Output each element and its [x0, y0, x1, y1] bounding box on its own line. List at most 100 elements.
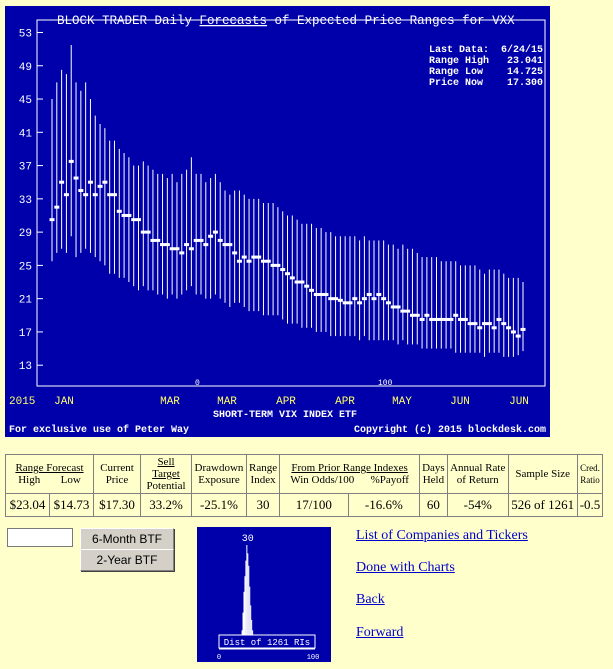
price-point [160, 243, 166, 247]
two-year-btf-button[interactable]: 2-Year BTF [80, 549, 174, 571]
price-point [63, 193, 69, 197]
y-tick-label: 13 [19, 361, 32, 373]
price-point [381, 297, 387, 301]
distribution-bar [246, 545, 248, 649]
price-point [140, 230, 146, 234]
stats-table: Range Forecast High Low Current Price Sel… [5, 454, 604, 517]
range-index-marker-100: 100 [378, 379, 393, 388]
x-tick-label: MAR [160, 396, 180, 408]
price-point [256, 255, 262, 259]
price-point [169, 247, 175, 251]
distribution-caption-box [218, 634, 316, 649]
price-point [390, 305, 396, 309]
companies-link[interactable]: List of Companies and Tickers [356, 528, 528, 543]
price-point [164, 243, 170, 247]
stats-values-row: $23.04 $14.73 $17.30 33.2% -25.1% 30 17/… [5, 493, 604, 517]
price-point [116, 209, 122, 213]
info-value-1: 23.041 [507, 56, 543, 67]
x-axis-label: SHORT-TERM VIX INDEX ETF [213, 410, 357, 421]
price-point [357, 301, 363, 305]
price-point [184, 243, 190, 247]
distribution-bar [243, 591, 245, 649]
price-point [285, 272, 290, 276]
payoff-label: %Payoff [370, 474, 409, 486]
price-point [328, 297, 334, 301]
six-month-btf-button[interactable]: 6-Month BTF [80, 528, 174, 550]
chart-title-link: Forecasts [200, 14, 268, 28]
back-link[interactable]: Back [356, 592, 385, 607]
distribution-marker: 30 [242, 534, 254, 545]
price-point [376, 293, 382, 296]
y-tick-label: 33 [19, 195, 32, 207]
price-point [405, 309, 411, 313]
price-point [462, 317, 468, 321]
high-value: $23.04 [5, 493, 50, 517]
distribution-axis-max: 100 [307, 654, 320, 662]
price-point [438, 317, 444, 321]
cred-ratio-header: Cred. Ratio [576, 454, 604, 494]
price-point [260, 259, 266, 263]
info-label-3: Price Now [429, 77, 483, 89]
price-point [222, 243, 228, 247]
price-point [501, 322, 507, 326]
price-point [150, 238, 156, 242]
price-point [520, 327, 526, 331]
price-point [174, 247, 180, 251]
price-point [467, 322, 473, 326]
x-tick-label: JUN [509, 396, 529, 408]
price-point [212, 230, 218, 234]
price-point [400, 309, 406, 313]
price-point [241, 255, 247, 259]
x-axis: JAN MAR MAR APR APR MAY JUN JUN [54, 396, 529, 408]
price-point [121, 213, 127, 217]
forward-link[interactable]: Forward [356, 625, 404, 640]
price-point [482, 322, 488, 326]
x-tick-label: APR [276, 396, 296, 408]
price-point [251, 255, 257, 259]
prior-range-header: From Prior Range Indexes Win Odds/100 %P… [279, 454, 421, 494]
price-point [193, 238, 199, 242]
price-point [515, 334, 521, 338]
price-point [409, 313, 415, 317]
price-point [448, 317, 454, 321]
price-point [333, 297, 339, 301]
distribution-chart[interactable]: 30 Dist of 1261 RIs 0 100 [197, 527, 331, 662]
x-tick-label: MAR [217, 396, 237, 408]
price-point [414, 313, 420, 317]
range-forecast-header: Range Forecast High Low [5, 454, 94, 494]
price-point [294, 280, 300, 284]
distribution-bar [248, 565, 250, 649]
days-held-header: Days Held [419, 454, 448, 494]
price-point [443, 317, 449, 321]
y-tick-label: 21 [19, 295, 33, 307]
chart-title-suffix: of Expected Price Ranges for VXX [267, 14, 515, 28]
price-point [510, 330, 516, 334]
distribution-axis-min: 0 [217, 654, 221, 662]
price-point [289, 276, 295, 280]
price-point [136, 218, 142, 222]
price-point [246, 259, 252, 263]
range-index-value: 30 [245, 493, 281, 517]
sell-target-header: Sell Target Potential [140, 454, 192, 494]
price-point [102, 180, 108, 184]
price-point [419, 317, 425, 321]
price-point [280, 268, 286, 272]
price-point [491, 326, 497, 330]
done-link[interactable]: Done with Charts [356, 560, 455, 575]
chart-title-prefix: BLOCK TRADER Daily [57, 14, 200, 28]
price-point [299, 280, 305, 284]
price-point [145, 230, 151, 234]
info-value-3: 17.300 [507, 78, 543, 89]
price-point [347, 301, 353, 305]
info-value-0: 6/24/15 [501, 44, 543, 56]
price-point [208, 234, 214, 238]
price-point [458, 317, 464, 321]
price-point [87, 180, 93, 184]
stats-header-row: Range Forecast High Low Current Price Sel… [5, 454, 604, 494]
range-bars [49, 44, 526, 357]
price-point [73, 176, 79, 180]
price-point [477, 326, 483, 330]
price-point [54, 205, 60, 209]
price-point [188, 247, 194, 251]
ticker-input[interactable] [7, 528, 73, 547]
